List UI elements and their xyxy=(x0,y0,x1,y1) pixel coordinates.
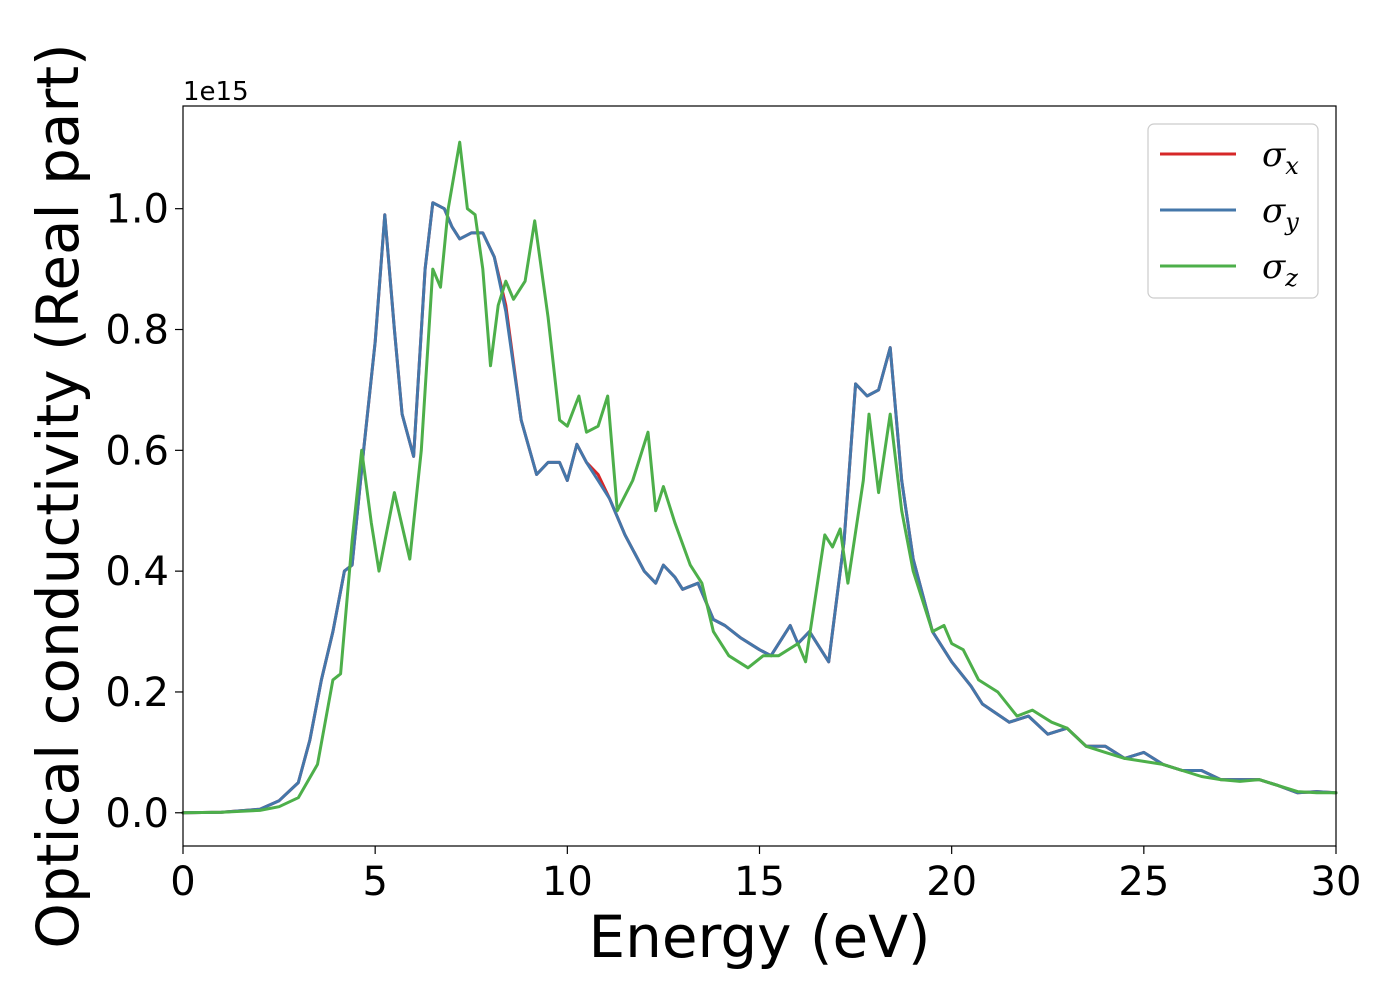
x-tick-label: 5 xyxy=(362,859,387,905)
y-offset-label: 1e15 xyxy=(183,77,249,107)
y-tick-label: 0.4 xyxy=(105,549,169,595)
x-tick-label: 25 xyxy=(1118,859,1169,905)
x-axis-label: Energy (eV) xyxy=(588,903,930,971)
x-tick-label: 15 xyxy=(734,859,785,905)
legend: σx σy σz xyxy=(1147,123,1319,299)
x-tick-label: 20 xyxy=(926,859,977,905)
x-axis-ticks: 0 5 10 15 20 25 30 xyxy=(170,846,1361,905)
y-tick-label: 0.8 xyxy=(105,308,169,354)
x-tick-label: 0 xyxy=(170,859,195,905)
series-layer xyxy=(181,140,1338,815)
series-line-sigma-z xyxy=(181,140,1338,815)
x-tick-label: 30 xyxy=(1311,859,1362,905)
y-tick-label: 0.6 xyxy=(105,428,169,474)
legend-label-sigma-y: σy xyxy=(1262,191,1299,236)
y-tick-label: 0.0 xyxy=(105,791,169,837)
legend-label-sigma-x: σx xyxy=(1262,135,1299,180)
y-axis-label: Optical conductivity (Real part) xyxy=(24,43,92,948)
y-tick-label: 1.0 xyxy=(105,187,169,233)
y-axis-ticks: 0.0 0.2 0.4 0.6 0.8 1.0 xyxy=(105,187,183,837)
legend-label-sigma-z: σz xyxy=(1262,247,1298,292)
y-tick-label: 0.2 xyxy=(105,670,169,716)
x-tick-label: 10 xyxy=(542,859,593,905)
